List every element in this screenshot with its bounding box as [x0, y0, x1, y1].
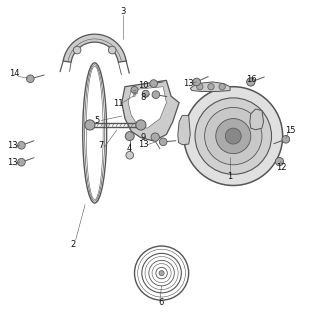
Text: 6: 6 [158, 298, 164, 307]
Circle shape [197, 84, 203, 90]
Text: 11: 11 [113, 99, 124, 108]
Circle shape [219, 84, 225, 90]
Polygon shape [178, 116, 190, 145]
Circle shape [136, 120, 146, 130]
Polygon shape [250, 109, 264, 130]
Text: 15: 15 [285, 126, 295, 135]
Circle shape [204, 108, 262, 165]
Circle shape [159, 270, 164, 276]
Text: 13: 13 [7, 140, 18, 149]
Text: 14: 14 [9, 69, 19, 78]
Circle shape [275, 157, 284, 166]
Text: 3: 3 [121, 7, 126, 16]
Text: 13: 13 [7, 158, 18, 167]
Ellipse shape [85, 65, 105, 201]
Polygon shape [190, 82, 230, 92]
Circle shape [193, 78, 200, 86]
Circle shape [247, 78, 255, 86]
Text: 7: 7 [98, 141, 104, 150]
Ellipse shape [83, 63, 107, 203]
Text: 2: 2 [70, 240, 76, 249]
Circle shape [184, 87, 283, 186]
Text: 13: 13 [183, 79, 194, 88]
Ellipse shape [86, 66, 103, 199]
Text: 4: 4 [126, 144, 132, 153]
Circle shape [125, 132, 134, 140]
Circle shape [18, 158, 25, 166]
Text: 9: 9 [141, 133, 146, 142]
Circle shape [85, 120, 95, 130]
Circle shape [131, 86, 138, 93]
Circle shape [159, 138, 167, 146]
Circle shape [225, 128, 241, 144]
Polygon shape [128, 87, 166, 128]
Circle shape [73, 46, 81, 54]
Circle shape [151, 133, 159, 141]
Text: 10: 10 [138, 81, 149, 90]
Circle shape [282, 135, 290, 143]
Circle shape [195, 98, 271, 174]
Circle shape [142, 90, 149, 97]
Circle shape [208, 84, 214, 90]
Text: 13: 13 [138, 140, 149, 149]
Text: 8: 8 [141, 93, 146, 102]
Text: 16: 16 [246, 75, 257, 84]
Circle shape [247, 78, 255, 86]
Text: 5: 5 [94, 116, 100, 125]
Circle shape [216, 119, 251, 154]
Text: 12: 12 [276, 163, 287, 172]
Circle shape [150, 80, 157, 87]
Circle shape [152, 91, 160, 99]
Circle shape [27, 75, 34, 83]
Circle shape [108, 46, 116, 54]
Circle shape [126, 151, 133, 159]
Text: 1: 1 [227, 172, 232, 181]
Polygon shape [63, 34, 126, 62]
Circle shape [18, 141, 25, 149]
Polygon shape [122, 80, 179, 141]
